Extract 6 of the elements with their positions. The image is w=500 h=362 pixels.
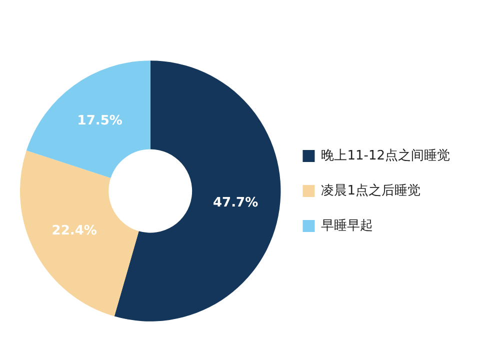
data-label: 17.5% xyxy=(77,114,122,129)
data-label: 22.4% xyxy=(52,224,97,239)
data-label: 47.7% xyxy=(213,195,258,210)
legend-label: 凌晨1点之后睡觉 xyxy=(321,183,421,198)
legend-label: 早睡早起 xyxy=(321,218,374,234)
legend-label: 晚上11-12点之间睡觉 xyxy=(321,148,450,164)
